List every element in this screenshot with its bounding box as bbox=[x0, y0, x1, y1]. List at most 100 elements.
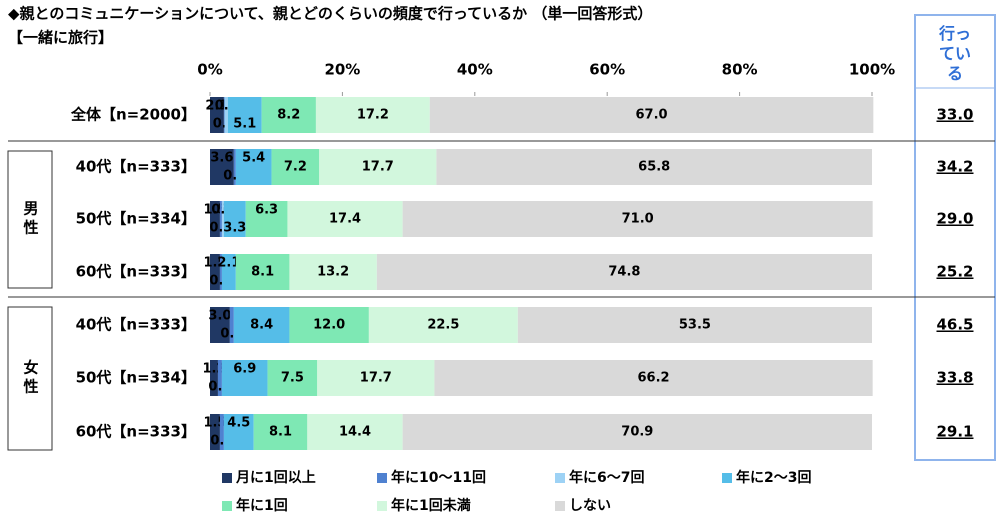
legend-label: 年に10～11回 bbox=[391, 469, 486, 486]
bar-segment bbox=[219, 201, 222, 237]
bar-segment bbox=[229, 307, 234, 343]
legend-label: 年に6～7回 bbox=[569, 469, 644, 486]
value-label: 22.5 bbox=[427, 318, 459, 333]
group-label: 女性 bbox=[22, 359, 40, 398]
chart-subtitle: 【一緒に旅行】 bbox=[8, 29, 113, 47]
x-tick-label: 60% bbox=[589, 61, 625, 79]
bar-segment bbox=[253, 414, 308, 450]
category-label: 40代【n=333】 bbox=[76, 158, 196, 176]
value-label: 4.5 bbox=[227, 416, 250, 431]
value-label: 6.9 bbox=[233, 362, 256, 377]
value-label: 70.9 bbox=[621, 425, 653, 440]
bar-segment bbox=[271, 149, 320, 185]
value-label: 17.4 bbox=[329, 212, 361, 227]
bar-segment bbox=[221, 254, 236, 290]
value-label: 7.5 bbox=[281, 371, 304, 386]
bar-segment bbox=[436, 149, 872, 185]
value-label: 65.8 bbox=[638, 160, 670, 175]
total-label: 34.2 bbox=[936, 158, 973, 176]
total-label: 46.5 bbox=[936, 316, 973, 334]
bar-segment bbox=[434, 360, 873, 396]
group-label: 男性 bbox=[22, 201, 40, 239]
bar-segment bbox=[210, 414, 220, 450]
total-label: 33.0 bbox=[936, 106, 973, 124]
x-tick-label: 100% bbox=[849, 61, 895, 79]
category-label: 50代【n=334】 bbox=[76, 210, 196, 228]
legend-label: しない bbox=[569, 498, 611, 514]
bar-segment bbox=[289, 254, 377, 290]
legend-swatch bbox=[377, 501, 387, 511]
bar-segment bbox=[517, 307, 872, 343]
value-label: 53.5 bbox=[679, 318, 711, 333]
value-label: 2.1 bbox=[205, 99, 228, 114]
legend-swatch bbox=[555, 473, 565, 483]
totals-header: 行っている bbox=[938, 24, 971, 83]
value-label: 17.2 bbox=[357, 108, 389, 123]
legend-swatch bbox=[555, 501, 565, 511]
category-label: 50代【n=334】 bbox=[76, 369, 196, 387]
bar-segment bbox=[368, 307, 518, 343]
bar-segment bbox=[317, 360, 435, 396]
bar-segment bbox=[267, 360, 318, 396]
x-tick-label: 0% bbox=[197, 61, 222, 79]
value-label: 5.1 bbox=[233, 117, 256, 132]
value-label: 17.7 bbox=[360, 371, 392, 386]
bar-segment bbox=[210, 360, 218, 396]
totals-box bbox=[914, 14, 996, 461]
value-label: 3.0 bbox=[208, 309, 231, 324]
value-label: 2.1 bbox=[217, 256, 240, 271]
value-label: 71.0 bbox=[622, 212, 654, 227]
bar-segment bbox=[210, 97, 224, 133]
bar-segment bbox=[210, 254, 220, 290]
bar-segment bbox=[235, 149, 272, 185]
value-label: 8.1 bbox=[251, 265, 274, 280]
value-label: 13.2 bbox=[317, 265, 349, 280]
bar-segment bbox=[219, 254, 222, 290]
bar-segment bbox=[376, 254, 872, 290]
total-label: 29.1 bbox=[936, 423, 973, 441]
bar-segment bbox=[233, 307, 290, 343]
bar-segment bbox=[223, 201, 246, 237]
bar-segment bbox=[233, 149, 236, 185]
value-label: 8.1 bbox=[269, 425, 292, 440]
bar-segment bbox=[235, 254, 290, 290]
bar-segment bbox=[210, 307, 230, 343]
bar-segment bbox=[210, 149, 234, 185]
value-label: 74.8 bbox=[608, 265, 640, 280]
bar-segment bbox=[429, 97, 874, 133]
value-label: 66.2 bbox=[638, 371, 670, 386]
legend-label: 月に1回以上 bbox=[235, 470, 316, 486]
x-tick-label: 80% bbox=[722, 61, 758, 79]
bar-segment bbox=[221, 201, 224, 237]
legend-label: 年に2～3回 bbox=[736, 469, 811, 486]
value-label: 8.4 bbox=[250, 318, 273, 333]
bar-segment bbox=[224, 97, 228, 133]
value-label: 3.6 bbox=[210, 151, 233, 166]
bar-segment bbox=[287, 201, 403, 237]
bar-segment bbox=[223, 97, 225, 133]
category-label: 60代【n=333】 bbox=[76, 423, 196, 441]
legend-swatch bbox=[722, 473, 732, 483]
bar-segment bbox=[307, 414, 403, 450]
bar-segment bbox=[223, 414, 254, 450]
category-label: 40代【n=333】 bbox=[76, 316, 196, 334]
total-label: 33.8 bbox=[936, 369, 973, 387]
group-box bbox=[7, 306, 53, 451]
category-label: 60代【n=333】 bbox=[76, 263, 196, 281]
legend-label: 年に1回 bbox=[236, 497, 288, 514]
value-label: 17.7 bbox=[362, 160, 394, 175]
value-label: 7.2 bbox=[284, 160, 307, 175]
value-label: 67.0 bbox=[636, 108, 668, 123]
bar-segment bbox=[261, 97, 316, 133]
bar-segment bbox=[221, 360, 268, 396]
value-label: 5.4 bbox=[242, 151, 265, 166]
bar-segment bbox=[289, 307, 369, 343]
value-label: 6.3 bbox=[255, 203, 278, 218]
total-label: 29.0 bbox=[936, 210, 973, 228]
x-tick-label: 20% bbox=[324, 61, 360, 79]
bar-segment bbox=[210, 201, 220, 237]
value-label: 14.4 bbox=[339, 425, 371, 440]
legend-label: 年に1回未満 bbox=[391, 497, 471, 514]
